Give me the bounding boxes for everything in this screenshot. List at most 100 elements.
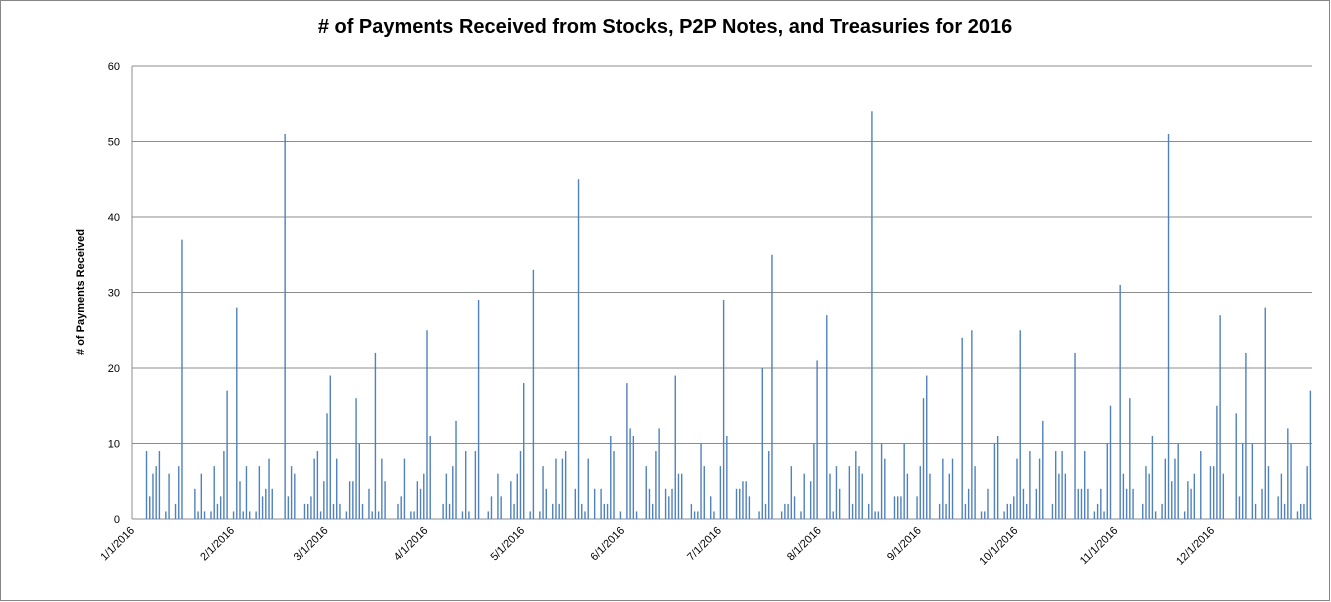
bar (307, 503, 309, 519)
bar (1296, 511, 1299, 519)
bar (680, 473, 683, 519)
bar (149, 496, 151, 519)
bar (1025, 503, 1028, 519)
bar (1016, 458, 1018, 519)
bar (926, 375, 928, 519)
bar (552, 503, 554, 519)
bar (455, 420, 457, 519)
bar (545, 488, 547, 519)
bar (313, 458, 315, 519)
bar (158, 451, 161, 519)
bar (181, 239, 183, 519)
bar (945, 503, 947, 519)
bar (226, 390, 228, 519)
bar (213, 466, 215, 519)
bar (855, 451, 857, 519)
y-tick-label: 10 (108, 439, 120, 451)
bar (919, 466, 921, 519)
bar (648, 488, 651, 519)
bar (1222, 473, 1225, 519)
bar (1151, 435, 1154, 519)
bar (651, 503, 654, 519)
bar (713, 511, 715, 519)
bar (1254, 503, 1257, 519)
bar (1103, 511, 1105, 519)
bar (1119, 284, 1121, 519)
bar (261, 496, 264, 519)
bar (742, 481, 744, 519)
bar (561, 458, 564, 519)
bar (287, 496, 290, 519)
bar (942, 458, 944, 519)
bar (1167, 133, 1170, 519)
bar (239, 481, 241, 519)
bar (1054, 451, 1057, 519)
bar (758, 511, 760, 519)
bar (381, 458, 383, 519)
bar (223, 451, 225, 519)
bar (1264, 307, 1266, 519)
bar (790, 466, 793, 519)
bar (419, 488, 422, 519)
bar (793, 496, 796, 519)
bar (232, 511, 235, 519)
bar (1080, 488, 1083, 519)
bar (1245, 352, 1247, 519)
bar (377, 511, 380, 519)
bar (1235, 413, 1237, 519)
y-tick-label: 20 (108, 363, 120, 375)
bar (1087, 488, 1089, 519)
bar (265, 488, 267, 519)
bar (1013, 496, 1015, 519)
bar (809, 481, 812, 519)
bar (581, 503, 583, 519)
bar (1251, 443, 1254, 519)
bar (1303, 503, 1305, 519)
bar (851, 503, 854, 519)
bar (500, 496, 502, 519)
bar (219, 496, 222, 519)
bar (510, 481, 512, 519)
bar (1261, 488, 1263, 519)
bar (690, 503, 693, 519)
bar (1300, 503, 1302, 519)
y-tick-label: 0 (114, 514, 120, 526)
bar (768, 451, 770, 519)
bar (1177, 443, 1179, 519)
bar (423, 473, 425, 519)
bar (967, 488, 970, 519)
bar (487, 511, 489, 519)
bar (600, 488, 602, 519)
bar (619, 511, 622, 519)
bar (529, 511, 531, 519)
y-tick-label: 50 (108, 137, 120, 149)
bar (174, 503, 177, 519)
bar (1154, 511, 1157, 519)
bar (858, 466, 860, 519)
bar (800, 511, 802, 519)
bar (1277, 496, 1279, 519)
bar (519, 451, 522, 519)
bar (835, 466, 838, 519)
bar (996, 435, 999, 519)
bar (358, 443, 360, 519)
bar (848, 466, 851, 519)
bar (1174, 458, 1176, 519)
bar (477, 300, 480, 519)
bar (1109, 405, 1112, 519)
bar (1106, 443, 1108, 519)
bar (413, 511, 415, 519)
bar (178, 466, 180, 519)
bar (1077, 488, 1079, 519)
bar (964, 503, 967, 519)
chart-title: # of Payments Received from Stocks, P2P … (318, 16, 1012, 38)
bar (867, 503, 870, 519)
bar (832, 511, 834, 519)
bar (803, 473, 805, 519)
bar (826, 315, 828, 519)
bar (748, 496, 751, 519)
bar (361, 503, 364, 519)
bar (1267, 466, 1270, 519)
bar (271, 488, 273, 519)
bar (1064, 473, 1067, 519)
